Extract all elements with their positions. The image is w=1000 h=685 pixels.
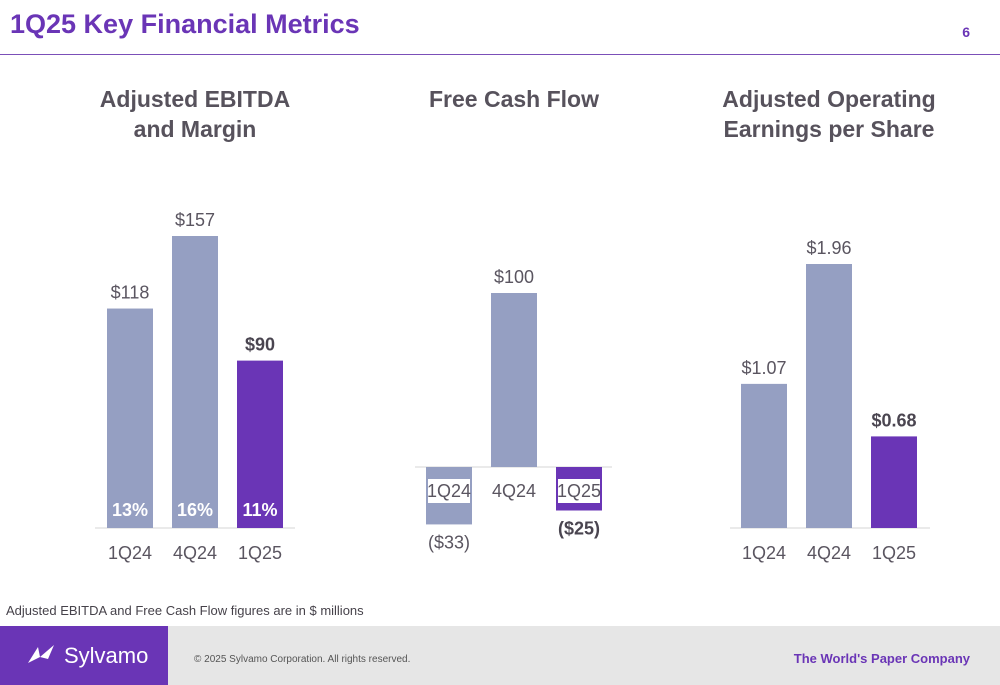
category-label-fcf-1q24: 1Q24: [427, 481, 471, 501]
tagline: The World's Paper Company: [793, 651, 970, 666]
category-label-ebitda-1q24: 1Q24: [108, 543, 152, 563]
category-label-ebitda-4q24: 4Q24: [173, 543, 217, 563]
value-label-eps-1q24: $1.07: [741, 358, 786, 378]
bar-eps-1q24: [741, 383, 787, 528]
page-number: 6: [962, 24, 970, 40]
value-label-fcf-4q24: $100: [494, 267, 534, 287]
logo: Sylvamo: [0, 626, 168, 685]
chart-title-fcf-line1: Free Cash Flow: [429, 86, 599, 112]
category-label-ebitda-1q25: 1Q25: [238, 543, 282, 563]
chart-title-eps: Adjusted Operating Earnings per Share: [669, 84, 989, 144]
value-label-ebitda-1q25: $90: [245, 335, 275, 355]
bar-eps-4q24: [806, 264, 852, 528]
margin-label-4q24: 16%: [177, 500, 213, 520]
chart-title-ebitda-line1: Adjusted EBITDA: [99, 86, 291, 112]
chart-title-eps-line2: Earnings per Share: [723, 116, 935, 142]
copyright: © 2025 Sylvamo Corporation. All rights r…: [194, 654, 411, 665]
bar-eps-1q25: [871, 436, 917, 528]
bar-ebitda-1q24: [107, 308, 153, 528]
category-label-eps-1q25: 1Q25: [872, 543, 916, 563]
charts-canvas: $118 1Q24 13% $157 4Q24 16% $90 1Q25 11% ($33) 1Q2…: [95, 210, 930, 563]
category-box-fcf-1q24: [428, 479, 470, 503]
page-title: 1Q25 Key Financial Metrics: [10, 9, 360, 39]
footnote: Adjusted EBITDA and Free Cash Flow figur…: [6, 603, 364, 618]
value-label-fcf-1q25: ($25): [558, 519, 600, 539]
header: 1Q25 Key Financial Metrics 6: [0, 0, 1000, 55]
category-label-fcf-4q24: 4Q24: [492, 481, 536, 501]
value-label-eps-1q25: $0.68: [871, 410, 916, 430]
category-label-eps-4q24: 4Q24: [807, 543, 851, 563]
value-label-eps-4q24: $1.96: [806, 238, 851, 258]
category-box-fcf-1q25: [558, 479, 600, 503]
category-label-eps-1q24: 1Q24: [742, 543, 786, 563]
chart-title-fcf: Free Cash Flow: [354, 84, 674, 114]
logo-text: Sylvamo: [64, 643, 149, 668]
bar-ebitda-4q24: [172, 236, 218, 528]
chart-title-ebitda-line2: and Margin: [133, 116, 257, 142]
chart-title-eps-line1: Adjusted Operating: [722, 86, 936, 112]
footer: Sylvamo © 2025 Sylvamo Corporation. All …: [0, 626, 1000, 685]
bar-ebitda-1q25: [237, 360, 283, 528]
value-label-ebitda-4q24: $157: [175, 210, 215, 230]
sylvamo-logo-icon: [28, 645, 54, 663]
margin-label-1q24: 13%: [112, 500, 148, 520]
margin-label-1q25: 11%: [242, 500, 277, 520]
value-label-fcf-1q24: ($33): [428, 532, 470, 552]
value-label-ebitda-1q24: $118: [111, 283, 150, 303]
chart-title-ebitda: Adjusted EBITDA and Margin: [35, 84, 355, 144]
category-label-fcf-1q25: 1Q25: [557, 481, 601, 501]
bar-fcf-4q24: [491, 293, 537, 467]
